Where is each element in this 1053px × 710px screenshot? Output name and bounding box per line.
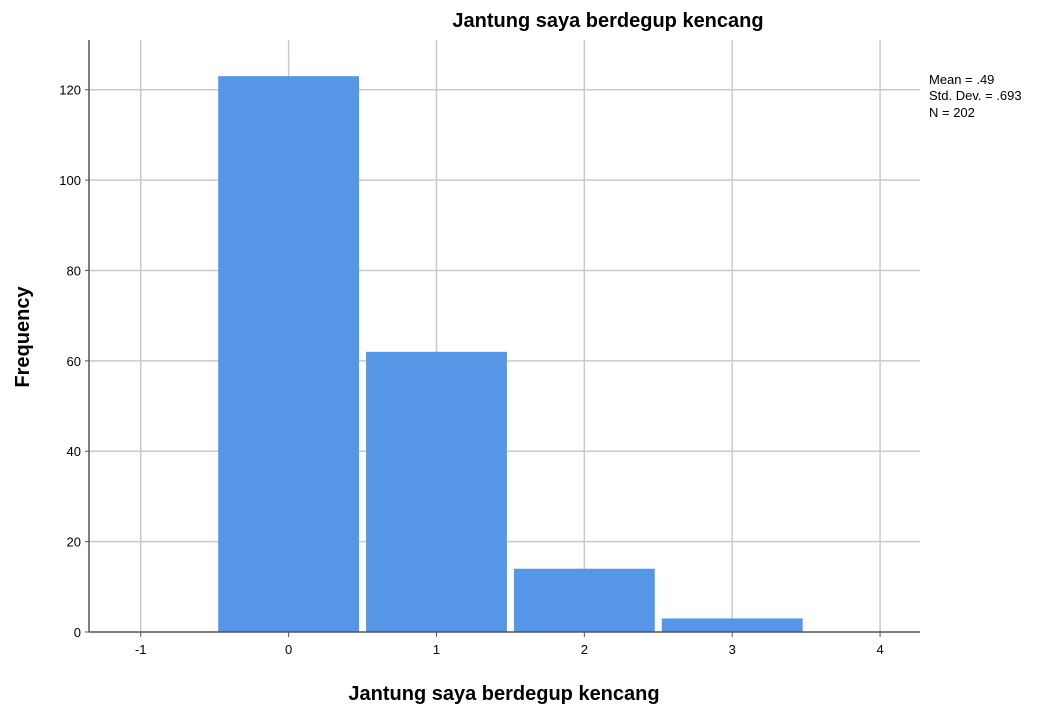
x-tick-label: 0 xyxy=(285,642,292,657)
stats-n: N = 202 xyxy=(929,105,975,120)
stats-std-dev: Std. Dev. = .693 xyxy=(929,88,1022,103)
x-tick-label: 2 xyxy=(581,642,588,657)
y-tick-labels: 0 20 40 60 80 100 120 xyxy=(59,83,81,640)
bar-2 xyxy=(513,568,655,632)
bars xyxy=(218,76,803,633)
x-tick-labels: -1 0 1 2 3 4 xyxy=(135,642,884,657)
y-tick-label: 40 xyxy=(67,444,81,459)
y-tick-label: 100 xyxy=(59,173,81,188)
chart-title: Jantung saya berdegup kencang xyxy=(452,10,763,32)
x-tick-label: -1 xyxy=(135,642,147,657)
y-axis-label: Frequency xyxy=(12,286,34,388)
axes xyxy=(85,40,920,637)
x-tick-label: 1 xyxy=(433,642,440,657)
y-tick-label: 60 xyxy=(67,354,81,369)
stats-mean: Mean = .49 xyxy=(929,72,994,87)
bar-1 xyxy=(366,351,507,632)
bar-3 xyxy=(661,618,803,632)
y-tick-label: 120 xyxy=(59,83,81,98)
x-axis-label: Jantung saya berdegup kencang xyxy=(348,683,659,705)
y-tick-label: 0 xyxy=(74,625,81,640)
y-tick-label: 80 xyxy=(67,263,81,278)
bar-0 xyxy=(218,76,360,633)
y-tick-label: 20 xyxy=(67,535,81,550)
x-tick-label: 4 xyxy=(876,642,883,657)
x-tick-label: 3 xyxy=(729,642,736,657)
stats-box: Mean = .49 Std. Dev. = .693 N = 202 xyxy=(929,72,1022,120)
